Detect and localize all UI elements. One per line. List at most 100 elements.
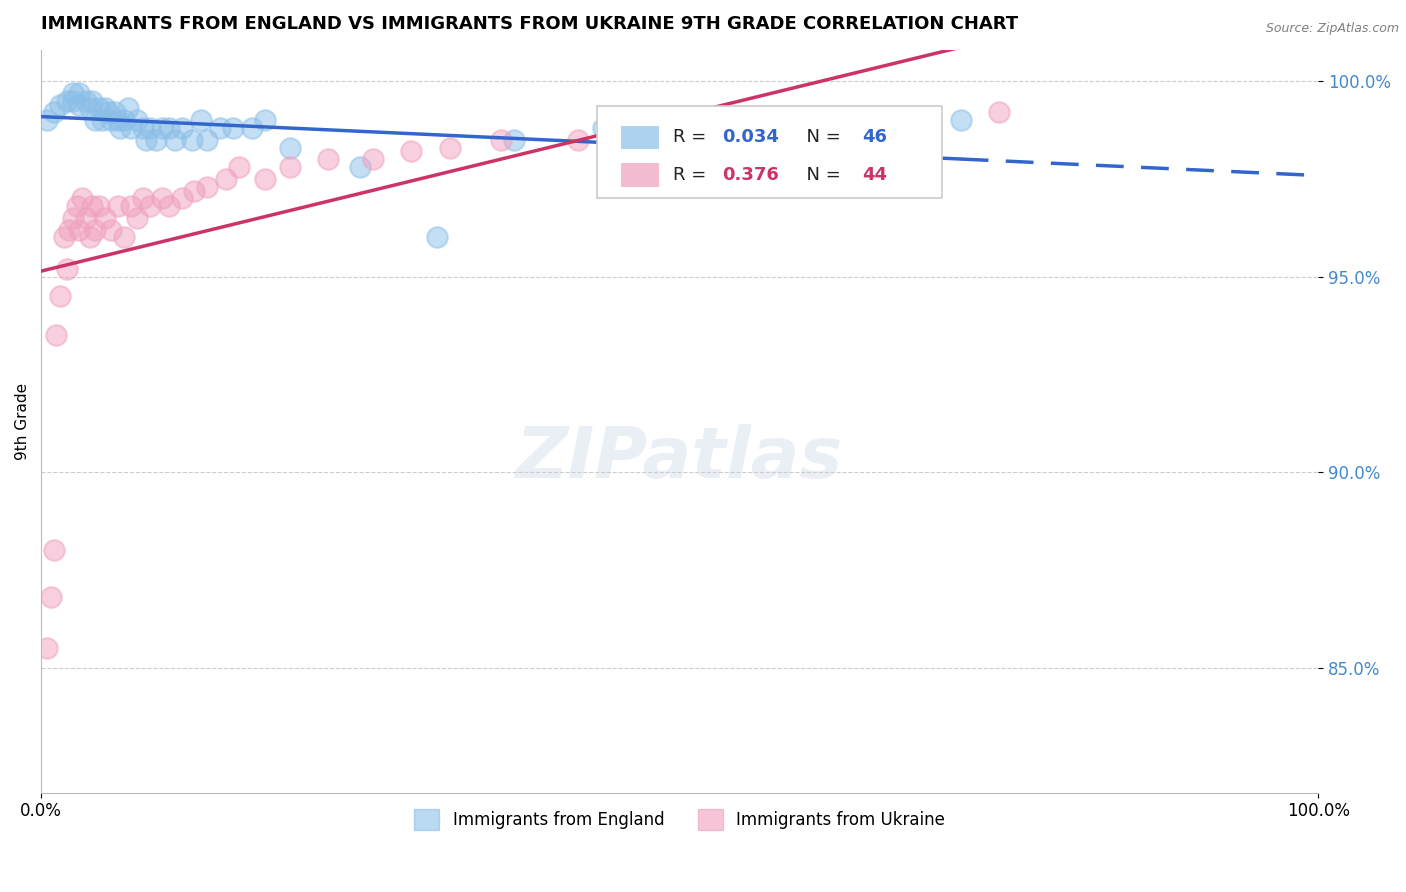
Text: N =: N = — [794, 166, 846, 184]
Point — [67, 86, 90, 100]
Point — [87, 199, 110, 213]
Point — [62, 211, 84, 225]
Point — [66, 199, 89, 213]
Point — [100, 222, 122, 236]
Point — [112, 230, 135, 244]
Point — [55, 261, 77, 276]
Point — [228, 160, 250, 174]
Point — [208, 121, 231, 136]
Point — [120, 199, 142, 213]
Point — [170, 191, 193, 205]
Point — [75, 94, 97, 108]
Point — [195, 133, 218, 147]
Point — [112, 113, 135, 128]
Point — [75, 211, 97, 225]
FancyBboxPatch shape — [621, 162, 659, 186]
Point — [157, 199, 180, 213]
Point — [135, 133, 157, 147]
Point — [401, 145, 423, 159]
Point — [821, 121, 844, 136]
Point — [190, 113, 212, 128]
Point — [145, 133, 167, 147]
Point — [82, 199, 104, 213]
Point — [138, 199, 160, 213]
Point — [152, 121, 174, 136]
Point — [253, 113, 276, 128]
Point — [253, 172, 276, 186]
Point — [215, 172, 238, 186]
Text: N =: N = — [794, 128, 846, 146]
Point — [62, 86, 84, 100]
Point — [489, 133, 512, 147]
Point — [125, 113, 148, 128]
Point — [83, 113, 105, 128]
Point — [117, 102, 139, 116]
Text: 0.034: 0.034 — [721, 128, 779, 146]
Point — [62, 94, 84, 108]
Point — [91, 113, 114, 128]
Point — [668, 121, 690, 136]
Point — [67, 97, 90, 112]
Point — [278, 160, 301, 174]
Point — [79, 102, 101, 116]
Point — [988, 105, 1011, 120]
Point — [873, 113, 896, 128]
Text: R =: R = — [673, 166, 713, 184]
Point — [170, 121, 193, 136]
FancyBboxPatch shape — [621, 126, 659, 149]
Point — [42, 105, 65, 120]
Point — [53, 230, 76, 244]
Point — [180, 133, 202, 147]
Text: 0.376: 0.376 — [721, 166, 779, 184]
Point — [195, 179, 218, 194]
Point — [278, 140, 301, 154]
Point — [49, 97, 72, 112]
Point — [125, 211, 148, 225]
Point — [949, 113, 972, 128]
Point — [79, 230, 101, 244]
FancyBboxPatch shape — [596, 105, 942, 198]
Text: 44: 44 — [862, 166, 887, 184]
Point — [37, 113, 59, 128]
Text: R =: R = — [673, 128, 713, 146]
Point — [138, 121, 160, 136]
Text: Source: ZipAtlas.com: Source: ZipAtlas.com — [1265, 22, 1399, 36]
Point — [157, 121, 180, 136]
Point — [55, 94, 77, 108]
Point — [41, 590, 63, 604]
Point — [67, 222, 90, 236]
Point — [49, 289, 72, 303]
Point — [96, 105, 118, 120]
Point — [82, 94, 104, 108]
Point — [165, 133, 187, 147]
Point — [107, 199, 129, 213]
Point — [42, 543, 65, 558]
Point — [770, 121, 793, 136]
Point — [83, 222, 105, 236]
Point — [70, 191, 93, 205]
Point — [318, 153, 340, 167]
Point — [502, 133, 524, 147]
Point — [152, 191, 174, 205]
Point — [132, 191, 155, 205]
Legend: Immigrants from England, Immigrants from Ukraine: Immigrants from England, Immigrants from… — [408, 803, 952, 837]
Point — [426, 230, 449, 244]
Point — [94, 211, 117, 225]
Point — [221, 121, 243, 136]
Point — [183, 184, 205, 198]
Point — [240, 121, 263, 136]
Text: 46: 46 — [862, 128, 887, 146]
Text: ZIPatlas: ZIPatlas — [516, 424, 844, 493]
Point — [110, 121, 132, 136]
Point — [37, 640, 59, 655]
Point — [567, 133, 589, 147]
Text: IMMIGRANTS FROM ENGLAND VS IMMIGRANTS FROM UKRAINE 9TH GRADE CORRELATION CHART: IMMIGRANTS FROM ENGLAND VS IMMIGRANTS FR… — [41, 15, 1018, 33]
Point — [94, 102, 117, 116]
Point — [58, 222, 80, 236]
Point — [120, 121, 142, 136]
Y-axis label: 9th Grade: 9th Grade — [15, 383, 30, 459]
Point — [100, 113, 122, 128]
Point — [361, 153, 384, 167]
Point — [107, 113, 129, 128]
Point — [439, 140, 461, 154]
